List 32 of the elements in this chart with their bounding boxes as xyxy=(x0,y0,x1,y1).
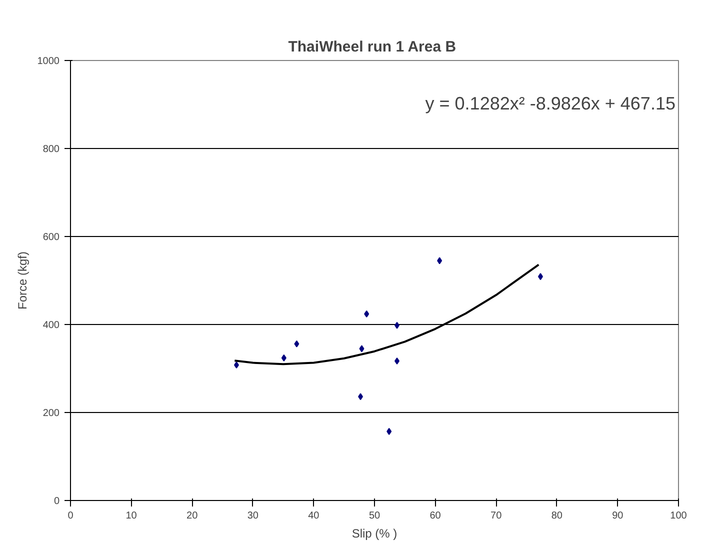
x-tick-label: 30 xyxy=(247,510,259,522)
y-tick-label: 800 xyxy=(42,144,60,155)
x-tick-label: 40 xyxy=(308,510,320,522)
x-tick-label: 80 xyxy=(551,510,563,522)
y-tick-label: 600 xyxy=(42,232,60,243)
point xyxy=(538,273,543,280)
chart-title: ThaiWheel run 1 Area B xyxy=(288,38,456,56)
point xyxy=(359,345,364,352)
point xyxy=(386,428,392,435)
x-tick-label: 100 xyxy=(670,510,688,522)
x-axis-title: Slip (% ) xyxy=(352,526,398,540)
point xyxy=(234,361,239,368)
point xyxy=(358,393,364,400)
point xyxy=(394,322,400,329)
x-tick-label: 0 xyxy=(68,510,74,522)
x-tick-label: 20 xyxy=(186,510,198,522)
x-tick-label: 70 xyxy=(490,510,502,522)
y-tick-label: 400 xyxy=(42,320,60,331)
point xyxy=(294,340,300,348)
point xyxy=(437,257,442,264)
annotation: y = 0.1282x² -8.9826x + 467.15 xyxy=(425,93,676,114)
y-tick-label: 0 xyxy=(54,496,60,507)
point xyxy=(364,310,370,318)
x-tick-label: 60 xyxy=(430,510,442,522)
x-tick-label: 90 xyxy=(612,510,624,522)
point xyxy=(394,358,400,365)
y-tick-label: 1000 xyxy=(37,56,60,67)
x-tick-label: 10 xyxy=(126,510,138,522)
x-tick-label: 50 xyxy=(368,510,380,522)
y-tick-label: 200 xyxy=(42,408,60,419)
y-axis-title: Force (kgf) xyxy=(15,251,30,310)
point xyxy=(281,354,286,362)
